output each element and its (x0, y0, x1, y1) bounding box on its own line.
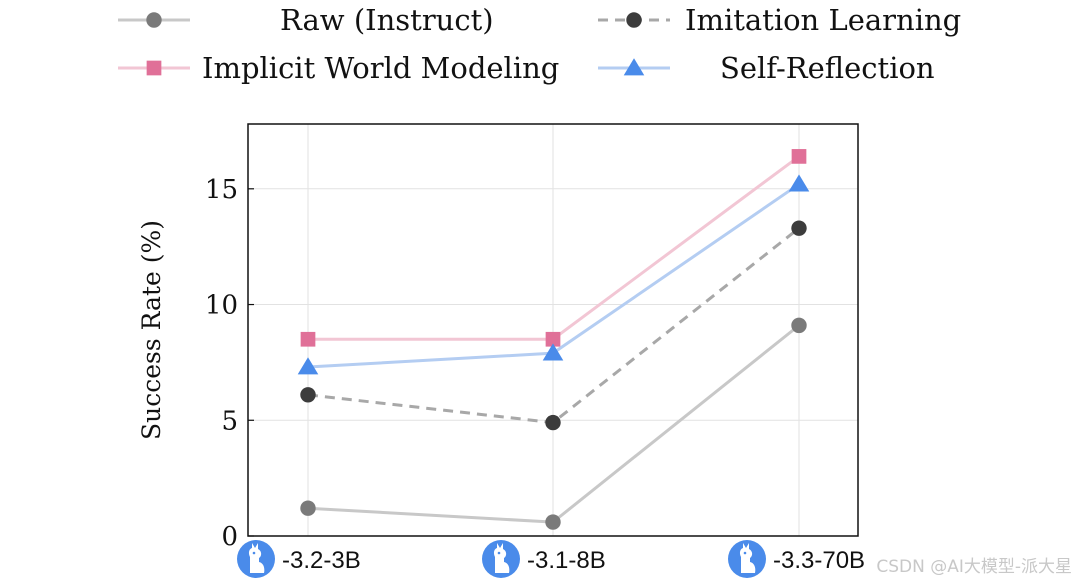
data-point (545, 331, 561, 347)
data-point (297, 357, 319, 375)
data-point (791, 220, 807, 236)
legend-item: Implicit World Modeling (118, 51, 559, 85)
legend-marker (146, 12, 162, 28)
llama-icon (728, 540, 766, 578)
legend-item: Raw (Instruct) (118, 3, 494, 37)
legend-label: Implicit World Modeling (202, 51, 559, 85)
data-point (788, 174, 810, 192)
series-implicit-world-modeling (300, 149, 807, 347)
y-tick-label: 15 (205, 175, 238, 205)
y-tick-label: 5 (221, 406, 238, 436)
data-point (300, 500, 316, 516)
series-self-reflection (297, 174, 810, 375)
y-axis-label: Success Rate (%) (137, 220, 166, 440)
y-tick-label: 0 (221, 522, 238, 552)
legend-marker (626, 12, 642, 28)
legend-marker (146, 60, 162, 76)
watermark: CSDN @AI大模型-派大星 (876, 557, 1072, 577)
legend-label: Self-Reflection (720, 51, 935, 85)
x-tick-label: -3.3-70B (773, 547, 865, 574)
x-category: -3.3-70B (728, 540, 865, 578)
x-category: -3.2-3B (237, 540, 361, 578)
plot-frame (247, 123, 859, 537)
data-point (300, 331, 316, 347)
legend-label: Imitation Learning (685, 3, 961, 37)
x-category: -3.1-8B (482, 540, 606, 578)
data-point (545, 414, 561, 431)
series-raw-instruct (300, 317, 807, 530)
series-imitation-learning (300, 220, 807, 431)
llama-icon (482, 540, 520, 578)
data-point (542, 343, 564, 361)
legend-label: Raw (Instruct) (280, 3, 494, 37)
series-layer (297, 149, 810, 530)
x-tick-label: -3.2-3B (282, 547, 361, 574)
legend-marker (623, 58, 645, 76)
y-axis-ticks: 0 5 10 15 (205, 175, 254, 552)
chart-grid (248, 124, 858, 536)
chart-legend: Raw (Instruct) Imitation Learning Implicit… (118, 3, 961, 85)
data-point (300, 387, 316, 403)
x-tick-label: -3.1-8B (527, 547, 606, 574)
legend-item: Imitation Learning (598, 3, 961, 37)
legend-item: Self-Reflection (598, 51, 935, 85)
data-point (791, 317, 807, 334)
y-tick-label: 10 (205, 291, 238, 321)
data-point (545, 514, 561, 530)
llama-icon (237, 540, 275, 578)
data-point (791, 149, 807, 164)
x-axis-categories: -3.2-3B -3.1-8B -3.3-70B (237, 540, 865, 578)
